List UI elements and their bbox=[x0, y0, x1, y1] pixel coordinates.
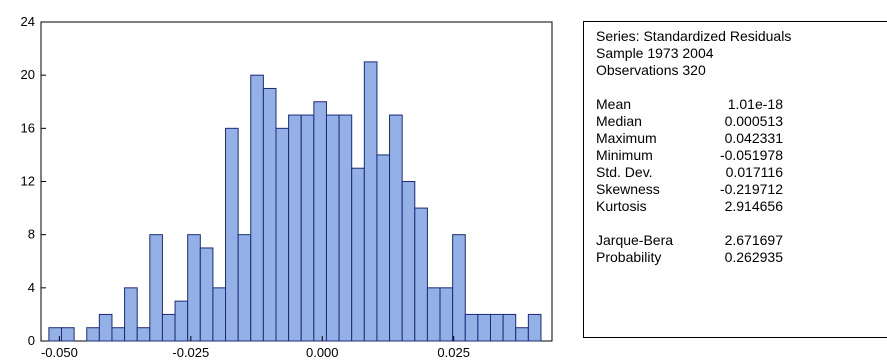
histogram-bar bbox=[414, 207, 428, 342]
histogram-bar bbox=[376, 154, 391, 342]
histogram-bar bbox=[124, 287, 138, 342]
stat-row: Skewness -0.219712 bbox=[596, 181, 791, 198]
stat-row: Mean 1.01e-18 bbox=[596, 96, 791, 113]
histogram-bar bbox=[225, 127, 239, 342]
series-name: Series: Standardized Residuals bbox=[596, 28, 792, 44]
stat-row: Kurtosis 2.914656 bbox=[596, 198, 791, 215]
stat-row: Median 0.000513 bbox=[596, 113, 791, 130]
stat-value: 2.671697 bbox=[724, 232, 783, 248]
histogram-bar bbox=[389, 114, 403, 342]
stat-label: Std. Dev. bbox=[596, 164, 653, 180]
histogram-bar bbox=[439, 287, 454, 342]
histogram-bar bbox=[86, 327, 100, 342]
statistics-panel: Series: Standardized Residuals Sample 19… bbox=[583, 21, 887, 338]
histogram-bar bbox=[288, 114, 302, 342]
x-axis: -0.050 -0.025 0.000 0.025 bbox=[41, 336, 470, 360]
histogram-bar bbox=[502, 313, 517, 342]
histogram-chart: 0 4 8 12 16 20 24 -0.050 -0.025 0.000 0.025 bbox=[21, 14, 553, 360]
stat-label: Minimum bbox=[596, 147, 653, 163]
histogram-bar bbox=[111, 327, 126, 342]
stat-label: Median bbox=[596, 113, 642, 129]
histogram-bar bbox=[199, 247, 214, 342]
stat-value: -0.219712 bbox=[719, 181, 783, 197]
stat-row: Std. Dev. 0.017116 bbox=[596, 164, 791, 181]
y-tick-label: 24 bbox=[21, 14, 35, 29]
histogram-bar bbox=[262, 87, 277, 342]
stat-row: Minimum -0.051978 bbox=[596, 147, 791, 164]
x-tick-label: -0.025 bbox=[172, 345, 209, 360]
histogram-bar bbox=[161, 313, 176, 342]
histogram-bar bbox=[426, 287, 441, 342]
stat-row: Jarque-Bera 2.671697 bbox=[596, 232, 791, 249]
histogram-bar bbox=[149, 234, 163, 342]
histogram-bar bbox=[351, 167, 365, 342]
stat-value: 2.914656 bbox=[724, 198, 783, 214]
stat-value: 0.042331 bbox=[724, 130, 783, 146]
stat-label: Mean bbox=[596, 96, 632, 112]
histogram-bar bbox=[363, 61, 378, 342]
stat-value: -0.051978 bbox=[719, 147, 783, 163]
stat-label: Maximum bbox=[596, 130, 657, 146]
histogram-bar bbox=[61, 327, 75, 342]
histogram-bar bbox=[452, 234, 466, 342]
histogram-bar bbox=[300, 114, 315, 342]
histogram-bar bbox=[212, 287, 227, 342]
stat-label: Kurtosis bbox=[596, 198, 647, 214]
histogram-bar bbox=[489, 313, 504, 342]
histogram-bar bbox=[477, 313, 491, 342]
y-tick-label: 4 bbox=[28, 280, 35, 295]
histogram-bar bbox=[174, 300, 189, 342]
stat-row: Probability 0.262935 bbox=[596, 249, 791, 266]
x-tick-label: 0.025 bbox=[437, 345, 470, 360]
stat-row: Maximum 0.042331 bbox=[596, 130, 791, 147]
stat-value: 1.01e-18 bbox=[727, 96, 783, 112]
y-tick-label: 8 bbox=[28, 227, 35, 242]
histogram-bar bbox=[275, 127, 290, 342]
histogram-bar bbox=[338, 114, 353, 342]
x-tick-label: 0.000 bbox=[306, 345, 339, 360]
histogram-bar bbox=[464, 313, 479, 342]
observation-count: Observations 320 bbox=[596, 62, 706, 78]
histogram-bar bbox=[527, 313, 542, 342]
stat-value: 0.017116 bbox=[725, 164, 783, 180]
y-tick-label: 16 bbox=[21, 120, 35, 135]
histogram-bar bbox=[313, 101, 327, 342]
stat-value: 0.262935 bbox=[724, 249, 783, 265]
y-axis: 0 4 8 12 16 20 24 bbox=[21, 14, 46, 348]
stat-label: Jarque-Bera bbox=[596, 232, 674, 248]
y-tick-label: 20 bbox=[21, 67, 35, 82]
histogram-bar bbox=[515, 327, 529, 342]
histogram-bar bbox=[250, 74, 264, 342]
sample-range: Sample 1973 2004 bbox=[596, 45, 714, 61]
histogram-bars bbox=[48, 61, 542, 342]
y-tick-label: 12 bbox=[21, 174, 35, 189]
histogram-bar bbox=[325, 114, 340, 342]
x-tick-label: -0.050 bbox=[41, 345, 78, 360]
stat-value: 0.000513 bbox=[724, 113, 783, 129]
stat-label: Probability bbox=[596, 249, 662, 265]
stat-label: Skewness bbox=[596, 181, 660, 197]
histogram-bar bbox=[237, 234, 252, 342]
histogram-bar bbox=[187, 234, 201, 342]
histogram-bar bbox=[98, 313, 113, 342]
y-tick-label: 0 bbox=[28, 333, 35, 348]
histogram-bar bbox=[136, 327, 151, 342]
histogram-bar bbox=[401, 181, 416, 342]
